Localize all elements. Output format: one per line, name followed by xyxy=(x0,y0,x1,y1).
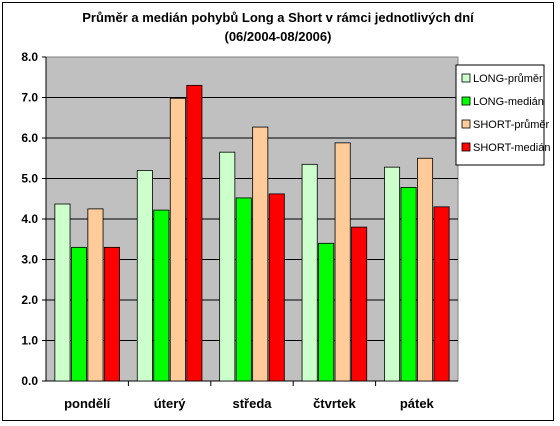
x-category-label: úterý xyxy=(154,396,187,411)
bar-4-1 xyxy=(400,187,417,382)
bar-4-0 xyxy=(384,166,401,382)
x-category-label: čtvrtek xyxy=(313,396,356,411)
y-tick-label: 6.0 xyxy=(21,131,38,145)
legend-swatch xyxy=(461,119,471,129)
bar-3-2 xyxy=(334,142,351,382)
y-tick-label: 0.0 xyxy=(21,374,38,388)
bar-0-1 xyxy=(70,246,87,382)
x-category-label: pátek xyxy=(400,396,435,411)
y-tick-label: 4.0 xyxy=(21,212,38,226)
bar-3-3 xyxy=(351,226,368,382)
legend-box xyxy=(455,64,545,166)
bar-0-3 xyxy=(103,246,120,382)
legend-entry: LONG-průměr xyxy=(473,73,543,85)
x-category-label: středa xyxy=(232,396,272,411)
chart-title: Průměr a medián pohybů Long a Short v rá… xyxy=(82,10,474,25)
bar-4-2 xyxy=(417,157,434,382)
bar-4-3 xyxy=(433,206,450,382)
bar-2-0 xyxy=(219,151,236,382)
chart-frame: Průměr a medián pohybů Long a Short v rá… xyxy=(2,2,554,421)
bar-3-1 xyxy=(318,242,335,382)
chart-subtitle: (06/2004-08/2006) xyxy=(225,29,332,44)
bar-2-3 xyxy=(268,193,285,382)
plot-area: 0.0 1.0 2.0 3.0 4.0 5.0 6.0 7.0 8.0 pondělí úterý s… xyxy=(21,50,459,411)
y-tick-label: 3.0 xyxy=(21,253,38,267)
bar-1-3 xyxy=(186,84,203,382)
bar-3-0 xyxy=(301,163,318,382)
y-tick-label: 2.0 xyxy=(21,293,38,307)
bar-1-1 xyxy=(153,209,170,382)
y-tick-label: 7.0 xyxy=(21,91,38,105)
legend-swatch xyxy=(461,142,471,152)
legend-entry: SHORT-medián xyxy=(473,142,550,154)
x-category-label: pondělí xyxy=(64,396,111,411)
legend-entry: LONG-medián xyxy=(473,96,544,108)
legend-swatch xyxy=(461,96,471,106)
legend-entry: SHORT-průměr xyxy=(473,119,550,131)
legend: LONG-průměr LONG-medián SHORT-průměr SHORT-… xyxy=(455,64,550,166)
bar-1-2 xyxy=(169,97,186,382)
legend-swatch xyxy=(461,73,471,83)
chart-svg: Průměr a medián pohybů Long a Short v rá… xyxy=(21,10,550,411)
y-tick-label: 5.0 xyxy=(21,172,38,186)
bar-0-0 xyxy=(54,203,71,382)
bar-1-0 xyxy=(136,169,153,382)
y-tick-label: 8.0 xyxy=(21,50,38,64)
bar-2-2 xyxy=(252,126,269,382)
y-tick-label: 1.0 xyxy=(21,334,38,348)
bar-2-1 xyxy=(235,197,252,382)
bar-0-2 xyxy=(87,208,104,382)
